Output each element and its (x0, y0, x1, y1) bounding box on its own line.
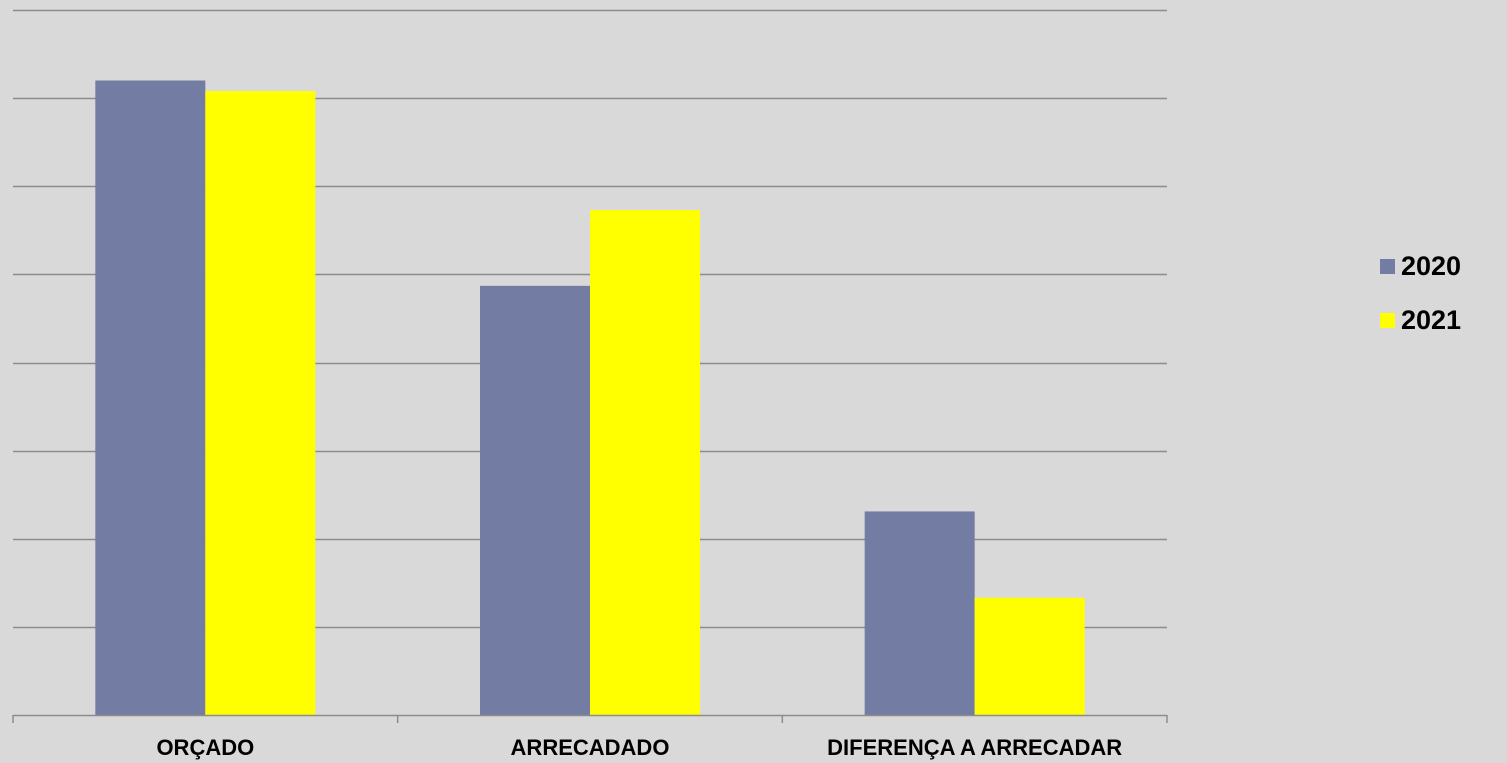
bar-2020-1 (95, 80, 206, 715)
legend-item-2021: 2021 (1376, 300, 1506, 340)
legend-label-2020: 2020 (1401, 251, 1462, 281)
bar-2021-2 (590, 210, 700, 715)
legend-item-2020: 2020 (1376, 246, 1506, 286)
legend: 2020 2021 (1376, 246, 1506, 354)
bar-2020-3 (864, 511, 975, 715)
legend-label-2021: 2021 (1401, 305, 1462, 335)
bar-2021-3 (974, 597, 1085, 715)
x-tick-label: ARRECADADO (511, 735, 670, 760)
bar-2020-2 (480, 285, 590, 715)
legend-swatch-2021 (1380, 312, 1395, 328)
x-tick-label: ORÇADO (156, 735, 254, 760)
legend-swatch-2020 (1380, 258, 1395, 274)
x-tick-label: DIFERENÇA A ARRECADAR (827, 735, 1122, 760)
bar-2021-1 (205, 91, 316, 715)
